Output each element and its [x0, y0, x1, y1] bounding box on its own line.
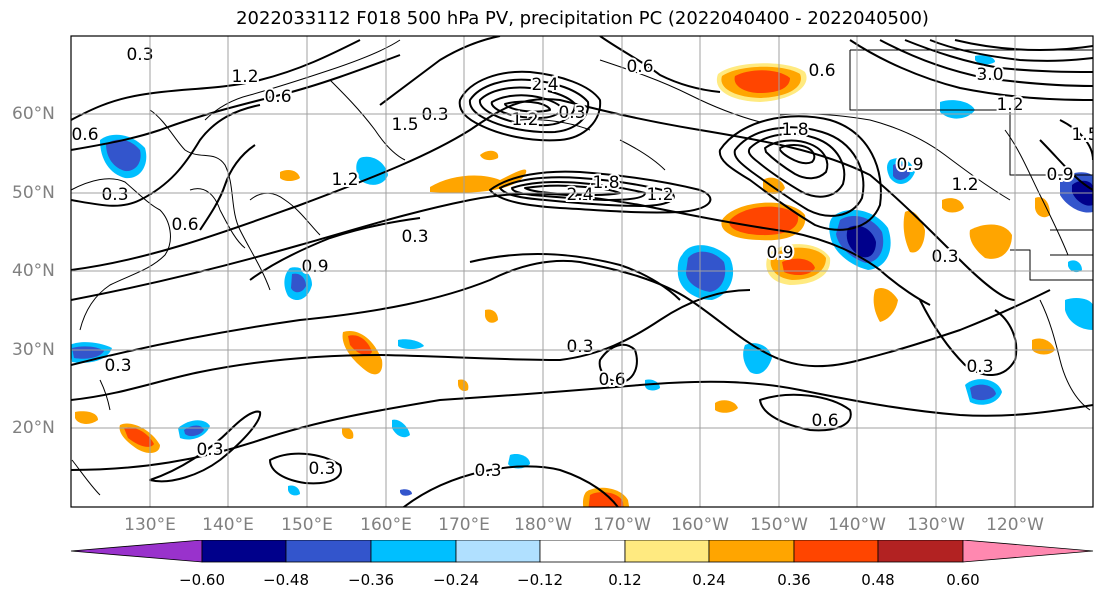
colorbar-segment: [793, 540, 879, 563]
colorbar-tick-label: −0.12: [517, 571, 563, 589]
contour-label-group: 1.2 0.6 0.6 0.3 0.6 0.3 0.3 0.6 0.9 0.3 …: [71, 43, 1098, 483]
pv-contours: [71, 36, 1093, 507]
lon-label-130e: 130°E: [124, 515, 176, 535]
contour-label: 0.3: [931, 247, 958, 267]
lon-label-170e: 170°E: [438, 515, 490, 535]
contour-label: 0.6: [598, 370, 625, 390]
colorbar-tick-label: −0.60: [179, 571, 225, 589]
colorbar-segment: [539, 540, 626, 563]
lat-label-50n: 50°N: [12, 183, 55, 203]
contour-label: 0.6: [71, 125, 98, 145]
colorbar-segment: [370, 540, 457, 563]
contour-label: 0.6: [626, 57, 653, 77]
colorbar-tick-label: 0.36: [777, 571, 811, 589]
contour-label: 0.6: [811, 411, 838, 431]
gridlines: [71, 36, 1093, 507]
contour-label: 0.9: [301, 257, 328, 277]
colorbar-segment: [877, 540, 964, 563]
contour-label: 1.8: [592, 173, 619, 193]
contour-label: 1.8: [781, 120, 808, 140]
colorbar-tick-label: 0.24: [692, 571, 726, 589]
map-title: 2022033112 F018 500 hPa PV, precipitatio…: [236, 8, 929, 29]
lat-label-30n: 30°N: [12, 340, 55, 360]
colorbar-tick-label: −0.48: [263, 571, 309, 589]
contour-label: 1.2: [951, 175, 978, 195]
contour-label: 1.5: [391, 115, 418, 135]
lon-label-150e: 150°E: [281, 515, 333, 535]
contour-label: 0.3: [196, 440, 223, 460]
lat-label-20n: 20°N: [12, 418, 55, 438]
lon-label-120w: 120°W: [986, 515, 1044, 535]
map-frame: [70, 35, 1094, 508]
contour-label: 1.2: [231, 67, 258, 87]
contour-label: 0.9: [896, 155, 923, 175]
contour-label: 0.3: [104, 356, 131, 376]
colorbar-segment: [708, 540, 795, 563]
colorbar-segment: [70, 540, 203, 563]
contour-label: 0.3: [401, 227, 428, 247]
lon-label-160w: 160°W: [671, 515, 729, 535]
colorbar-segment: [455, 540, 541, 563]
contour-label: 1.2: [646, 185, 673, 205]
contour-label: 0.3: [566, 337, 593, 357]
contour-label: 0.3: [308, 459, 335, 479]
contour-label: 1.2: [331, 170, 358, 190]
lon-label-160e: 160°E: [360, 515, 412, 535]
colorbar-segment: [624, 540, 710, 563]
map-panel: 1.2 0.6 0.6 0.3 0.6 0.3 0.3 0.6 0.9 0.3 …: [70, 35, 1098, 508]
contour-label: 0.3: [966, 357, 993, 377]
contour-label: 0.3: [421, 105, 448, 125]
contour-label: 0.6: [171, 215, 198, 235]
colorbar-segment: [962, 540, 1094, 563]
contour-label: 3.0: [976, 65, 1003, 85]
lon-label-140e: 140°E: [202, 515, 254, 535]
contour-label: 1.2: [996, 95, 1023, 115]
contour-label: 0.3: [474, 461, 501, 481]
colorbar-tick-label: 0.48: [861, 571, 895, 589]
colorbar: [70, 540, 1094, 563]
lat-label-40n: 40°N: [12, 261, 55, 281]
colorbar-tick-label: −0.36: [348, 571, 394, 589]
colorbar-tick-label: 0.12: [608, 571, 642, 589]
contour-label: 2.4: [531, 75, 558, 95]
contour-label: 0.9: [766, 243, 793, 263]
lon-label-130w: 130°W: [907, 515, 965, 535]
contour-label: 2.4: [566, 185, 593, 205]
contour-label: 0.6: [808, 61, 835, 81]
lon-label-150w: 150°W: [750, 515, 808, 535]
contour-label: 0.9: [1046, 165, 1073, 185]
colorbar-segment: [201, 540, 287, 563]
lon-label-170w: 170°W: [593, 515, 651, 535]
lon-label-140w: 140°W: [828, 515, 886, 535]
contour-label: 1.5: [1071, 125, 1098, 145]
contour-label: 1.2: [511, 110, 538, 130]
contour-label: 0.3: [101, 185, 128, 205]
contour-label: 0.6: [264, 87, 291, 107]
colorbar-tick-label: 0.60: [946, 571, 980, 589]
colorbar-tick-label: −0.24: [433, 571, 479, 589]
contour-label: 0.3: [126, 45, 153, 65]
lat-label-60n: 60°N: [12, 104, 55, 124]
lon-label-180w: 180°W: [514, 515, 572, 535]
colorbar-segment: [285, 540, 372, 563]
contour-label: 0.3: [558, 103, 585, 123]
